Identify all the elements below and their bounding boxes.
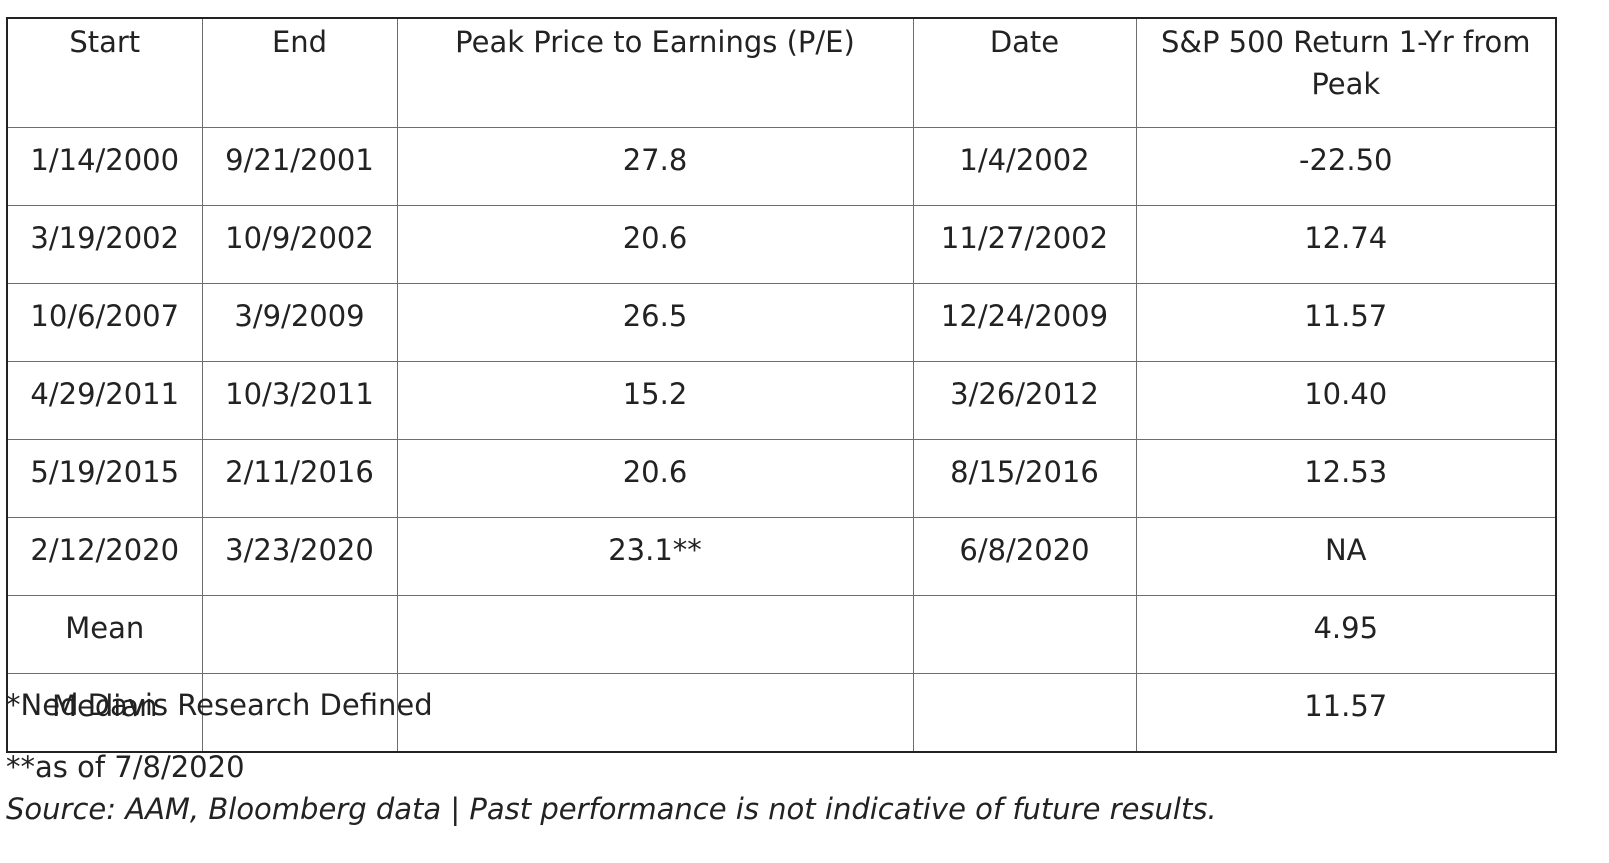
table-row: 5/19/2015 2/11/2016 20.6 8/15/2016 12.53 [6, 439, 1557, 518]
cell-peak-pe: 26.5 [396, 283, 914, 362]
cell-date: 8/15/2016 [912, 439, 1137, 518]
cell-date: 6/8/2020 [912, 517, 1137, 596]
table-row: Mean 4.95 [6, 595, 1557, 674]
cell-sp500-return: 10.40 [1135, 361, 1557, 440]
cell-end: 3/23/2020 [201, 517, 398, 596]
cell-end [201, 673, 398, 753]
table-row: 10/6/2007 3/9/2009 26.5 12/24/2009 11.57 [6, 283, 1557, 362]
cell-sp500-return: 4.95 [1135, 595, 1557, 674]
cell-start: Median [6, 673, 203, 753]
cell-peak-pe: 15.2 [396, 361, 914, 440]
header-peak-pe: Peak Price to Earnings (P/E) [396, 17, 914, 128]
cell-start: 4/29/2011 [6, 361, 203, 440]
cell-sp500-return: -22.50 [1135, 127, 1557, 206]
cell-start: 10/6/2007 [6, 283, 203, 362]
cell-peak-pe [396, 673, 914, 753]
table-row: 4/29/2011 10/3/2011 15.2 3/26/2012 10.40 [6, 361, 1557, 440]
footnote-as-of-date: **as of 7/8/2020 [6, 750, 245, 784]
cell-date [912, 673, 1137, 753]
cell-date: 3/26/2012 [912, 361, 1137, 440]
cell-peak-pe [396, 595, 914, 674]
header-start: Start [6, 17, 203, 128]
table-row: Median 11.57 [6, 673, 1557, 753]
cell-end [201, 595, 398, 674]
table-row: 1/14/2000 9/21/2001 27.8 1/4/2002 -22.50 [6, 127, 1557, 206]
table-header-row: Start End Peak Price to Earnings (P/E) D… [6, 17, 1557, 128]
cell-start: 5/19/2015 [6, 439, 203, 518]
cell-end: 10/9/2002 [201, 205, 398, 284]
cell-sp500-return: NA [1135, 517, 1557, 596]
footnote-ned-davis: *Ned Davis Research Defined [6, 688, 433, 722]
header-sp500-return: S&P 500 Return 1-Yr from Peak [1135, 17, 1557, 128]
header-end: End [201, 17, 398, 128]
cell-end: 10/3/2011 [201, 361, 398, 440]
cell-start: 1/14/2000 [6, 127, 203, 206]
cell-start: 3/19/2002 [6, 205, 203, 284]
cell-date: 12/24/2009 [912, 283, 1137, 362]
cell-peak-pe: 27.8 [396, 127, 914, 206]
cell-end: 3/9/2009 [201, 283, 398, 362]
cell-end: 9/21/2001 [201, 127, 398, 206]
cell-date [912, 595, 1137, 674]
cell-peak-pe: 20.6 [396, 439, 914, 518]
cell-start: Mean [6, 595, 203, 674]
table-row: 2/12/2020 3/23/2020 23.1** 6/8/2020 NA [6, 517, 1557, 596]
source-disclaimer: Source: AAM, Bloomberg data | Past perfo… [6, 792, 1217, 826]
cell-sp500-return: 12.53 [1135, 439, 1557, 518]
cell-date: 11/27/2002 [912, 205, 1137, 284]
cell-date: 1/4/2002 [912, 127, 1137, 206]
cell-sp500-return: 11.57 [1135, 673, 1557, 753]
cell-sp500-return: 11.57 [1135, 283, 1557, 362]
cell-peak-pe: 20.6 [396, 205, 914, 284]
bear-market-pe-table: Start End Peak Price to Earnings (P/E) D… [6, 17, 1557, 753]
cell-start: 2/12/2020 [6, 517, 203, 596]
data-table-container: Start End Peak Price to Earnings (P/E) D… [6, 17, 1557, 753]
table-row: 3/19/2002 10/9/2002 20.6 11/27/2002 12.74 [6, 205, 1557, 284]
cell-peak-pe: 23.1** [396, 517, 914, 596]
cell-sp500-return: 12.74 [1135, 205, 1557, 284]
header-date: Date [912, 17, 1137, 128]
cell-end: 2/11/2016 [201, 439, 398, 518]
